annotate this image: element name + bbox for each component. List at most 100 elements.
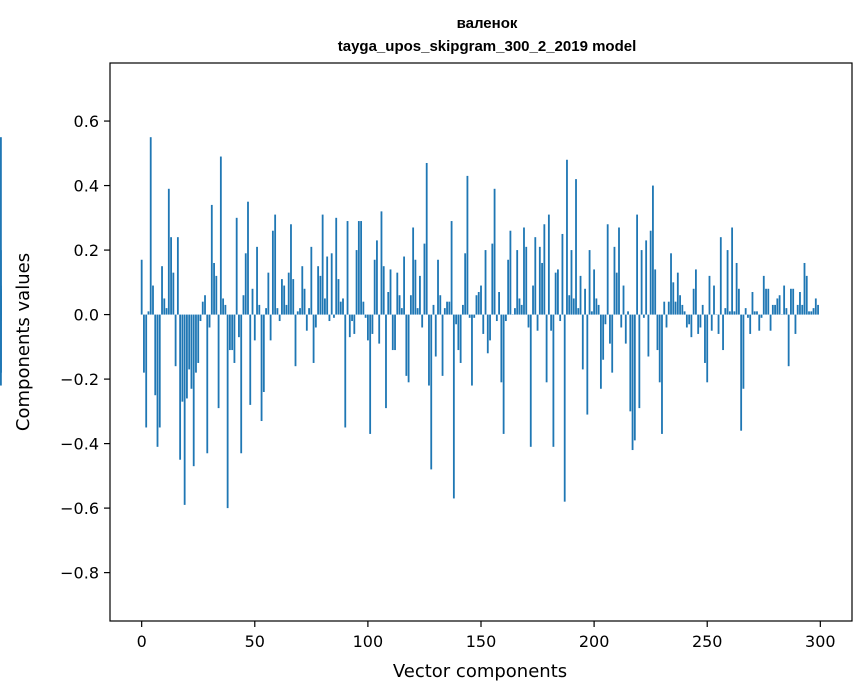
bar-280 [774,304,776,315]
bar-41 [233,314,236,363]
bar-67 [292,279,295,315]
bar-122 [416,308,419,315]
bar-36 [222,298,225,315]
bar-160 [502,314,505,434]
bar-48 [249,314,252,405]
bar-158 [498,292,500,315]
bar-82 [326,256,329,315]
bar-154 [489,314,491,341]
bar-155 [491,243,494,315]
bar-275 [762,275,765,315]
bar-12 [167,188,170,315]
bar-252 [710,314,713,331]
bar-2 [145,314,148,428]
bar-217 [631,314,634,451]
bar-183 [554,272,557,315]
bar-97 [360,221,363,315]
bar-239 [681,304,684,315]
bar-238 [679,295,681,315]
bar-72 [303,288,306,315]
bar-231 [663,301,666,315]
bar-260 [728,311,731,315]
bar-60 [276,308,279,315]
x-tick-label: 150 [466,632,497,651]
bar-292 [801,304,804,315]
bar-244 [692,288,695,315]
bar-142 [462,304,464,315]
bar-198 [588,250,591,315]
bar-277 [767,288,770,315]
bar-293 [803,262,806,315]
bar-120 [412,227,415,315]
bar-117 [405,314,408,376]
x-tick-label: 200 [579,632,610,651]
bar-27 [201,301,204,315]
bar-25 [197,314,200,363]
x-tick-label: 100 [353,632,384,651]
bar-9 [161,266,163,315]
bar-218 [633,314,636,441]
bar-151 [482,314,485,334]
bar-89 [342,298,344,315]
bar-35 [219,156,222,315]
bar-138 [452,314,455,499]
bar-39 [228,314,231,351]
bar-21 [188,314,191,370]
bar-288 [792,288,795,315]
bar-186 [561,233,564,315]
bar-165 [514,308,516,315]
bar-102 [371,314,374,334]
bar-159 [500,314,503,383]
bar-228 [656,314,659,351]
bar-251 [708,275,711,315]
bar-54 [262,314,265,392]
bar-259 [726,250,729,315]
bar-209 [613,246,616,315]
bar-178 [543,224,546,315]
bar-52 [258,304,261,315]
bar-53 [260,314,263,422]
bar-40 [231,314,234,351]
bar-49 [251,288,254,315]
bar-114 [398,295,401,315]
bar-185 [559,314,562,322]
x-tick-label: 0 [137,632,147,651]
bar-269 [749,314,752,334]
bar-299 [817,304,819,315]
bar-265 [740,314,743,431]
bar-84 [330,253,333,315]
bar-15 [174,314,177,367]
bars-group [0,137,819,509]
bar-10 [163,298,166,315]
bar-233 [667,301,670,315]
bar-116 [403,256,405,315]
bar-33 [215,275,218,315]
bar-204 [602,314,605,360]
bar-18 [181,314,184,402]
bar-271 [753,311,756,315]
bar-111 [391,314,394,351]
bar-32 [213,262,215,315]
bar-181 [550,314,553,331]
bar-undefined [0,137,2,315]
bar-157 [495,314,498,322]
bar-16 [176,237,179,315]
bar-229 [658,314,661,383]
bar-56 [267,272,270,315]
bar-136 [448,301,451,315]
bar-13 [170,237,172,315]
bar-109 [387,292,390,315]
bar-253 [713,285,715,315]
bar-70 [299,308,301,315]
bar-281 [776,298,779,315]
bar-137 [450,221,453,315]
bar-92 [348,314,351,338]
bar-173 [532,285,534,315]
bar-161 [504,314,507,322]
bar-171 [527,314,530,328]
bar-262 [733,311,736,315]
bar-210 [615,272,618,315]
bar-132 [439,295,442,315]
bar-134 [443,308,446,315]
